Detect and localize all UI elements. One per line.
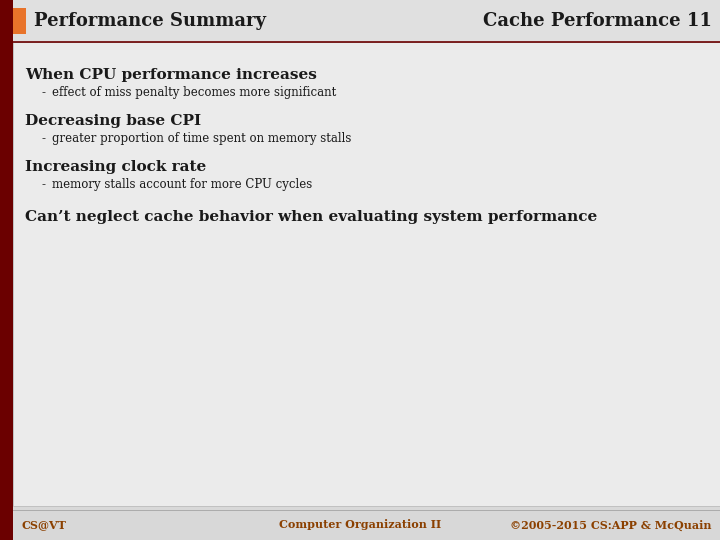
Bar	[0, 0, 13, 540]
Text: Increasing clock rate: Increasing clock rate	[25, 160, 206, 174]
Bar	[0, 0, 720, 42]
Bar	[13, 42, 720, 506]
Text: -: -	[42, 132, 46, 145]
Text: memory stalls account for more CPU cycles: memory stalls account for more CPU cycle…	[52, 178, 312, 191]
Text: When CPU performance increases: When CPU performance increases	[25, 68, 317, 82]
Text: Can’t neglect cache behavior when evaluating system performance: Can’t neglect cache behavior when evalua…	[25, 210, 598, 224]
Text: -: -	[42, 86, 46, 99]
Text: -: -	[42, 178, 46, 191]
Bar	[6, 8, 26, 34]
Text: Performance Summary: Performance Summary	[34, 12, 266, 30]
Text: greater proportion of time spent on memory stalls: greater proportion of time spent on memo…	[52, 132, 351, 145]
Text: Computer Organization II: Computer Organization II	[279, 519, 441, 530]
Text: CS@VT: CS@VT	[22, 519, 67, 530]
Text: effect of miss penalty becomes more significant: effect of miss penalty becomes more sign…	[52, 86, 336, 99]
Text: ©2005-2015 CS:APP & McQuain: ©2005-2015 CS:APP & McQuain	[510, 519, 712, 531]
Text: Cache Performance 11: Cache Performance 11	[483, 12, 712, 30]
Text: Decreasing base CPI: Decreasing base CPI	[25, 114, 201, 128]
